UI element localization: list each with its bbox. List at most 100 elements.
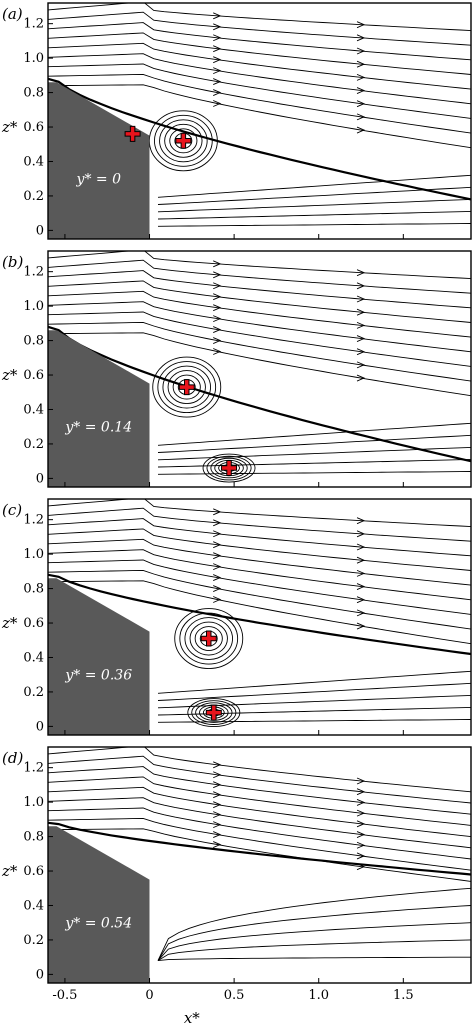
- arrow-mark: [213, 761, 222, 769]
- arrow-mark: [356, 348, 366, 356]
- streamline: [48, 84, 471, 149]
- arrow-mark: [213, 304, 222, 312]
- vortex-streamline: [154, 114, 213, 167]
- arrow-mark: [356, 335, 366, 342]
- arrow-mark: [213, 100, 222, 107]
- streamline: [48, 828, 471, 882]
- arrow-mark: [356, 609, 366, 617]
- axes-frame: [47, 250, 472, 488]
- arrow-mark: [356, 282, 366, 290]
- streamline: [48, 755, 471, 804]
- y-tick-label: 0: [36, 719, 44, 734]
- arrow-mark: [356, 295, 366, 303]
- vortex-streamline: [189, 621, 228, 656]
- arrow-mark: [356, 21, 366, 29]
- streamline: [48, 270, 471, 309]
- y-tick-label: 1.0: [23, 547, 44, 562]
- arrow-mark: [356, 777, 366, 785]
- streamline: [48, 42, 471, 90]
- streamline: [48, 507, 471, 542]
- y-tick-label: 0.8: [23, 582, 44, 597]
- y-tick-label: 0.2: [23, 437, 44, 452]
- critical-point-marker: [200, 630, 217, 647]
- streamline: [157, 706, 471, 716]
- arrow-mark: [356, 126, 366, 134]
- arrow-mark: [356, 321, 366, 329]
- arrow-mark: [213, 78, 222, 86]
- vortex-streamline: [210, 457, 248, 479]
- arrow-mark: [213, 841, 222, 848]
- y-tick-label: 0.2: [23, 933, 44, 948]
- panel-1: 0 0.2 0.4 0.6 0.8 1.0 1.2(a) z* y* = 0: [1, 2, 472, 240]
- streamline: [157, 210, 471, 220]
- y-tick-label: 0: [36, 967, 44, 982]
- arrow-mark: [356, 831, 366, 838]
- streamline: [48, 817, 471, 871]
- y-tick-label: 1.2: [23, 265, 44, 280]
- y-tick-label: 0.6: [23, 120, 44, 135]
- arrow-mark: [356, 60, 366, 68]
- y-tick-label: 0: [36, 471, 44, 486]
- vortex-streamline: [206, 455, 252, 481]
- vortex-streamline: [191, 700, 237, 725]
- vortex-streamline: [184, 617, 233, 660]
- slice-annotation: y* = 0.14: [64, 420, 132, 436]
- shear-layer: [48, 77, 471, 201]
- arrow-mark: [356, 87, 366, 94]
- arrow-mark: [213, 56, 222, 64]
- critical-point-marker: [178, 379, 195, 396]
- streamline: [157, 446, 471, 461]
- arrow-mark: [356, 622, 366, 630]
- slice-annotation: y* = 0.36: [64, 668, 132, 684]
- streamline: [48, 63, 471, 119]
- y-tick-label: 1.0: [23, 51, 44, 66]
- arrow-mark: [213, 596, 222, 603]
- arrow-mark: [213, 260, 222, 268]
- panel-label: (d): [2, 749, 23, 767]
- plot-area: [48, 251, 471, 487]
- streamline: [48, 766, 471, 815]
- arrow-mark: [213, 348, 222, 355]
- plot-area: [48, 747, 471, 983]
- streamline: [48, 807, 471, 860]
- arrow-mark: [356, 820, 366, 828]
- arrow-mark: [356, 100, 366, 108]
- streamline: [48, 580, 471, 645]
- streamline: [48, 259, 471, 294]
- slice-annotation: y* = 0.54: [64, 916, 132, 932]
- arrow-mark: [213, 337, 222, 344]
- axes-frame: [47, 746, 472, 984]
- arrow-mark: [356, 569, 366, 577]
- arrow-mark: [356, 788, 366, 796]
- y-tick-label: 0.6: [23, 368, 44, 383]
- streamline: [48, 518, 471, 557]
- arrow-mark: [356, 47, 366, 55]
- vortex-streamline: [157, 361, 217, 414]
- streamline: [157, 422, 471, 446]
- streamline: [48, 559, 471, 615]
- critical-point-marker: [205, 704, 222, 721]
- y-axis-label: z*: [1, 862, 18, 880]
- vortex-streamline: [162, 365, 211, 409]
- arrow-mark: [213, 574, 222, 582]
- critical-point-marker: [221, 460, 238, 477]
- streamline: [157, 922, 471, 961]
- arrow-mark: [213, 326, 222, 334]
- y-tick-label: 1.0: [23, 795, 44, 810]
- streamline: [48, 538, 471, 586]
- arrow-mark: [356, 113, 366, 121]
- y-tick-label: 0.4: [23, 650, 44, 665]
- y-tick-label: 0.4: [23, 898, 44, 913]
- arrow-mark: [356, 308, 366, 316]
- streamline: [48, 290, 471, 338]
- x-axis-label: x*: [184, 1009, 200, 1027]
- y-tick-label: 1.2: [23, 513, 44, 528]
- arrow-mark: [213, 508, 222, 516]
- streamline: [157, 434, 471, 453]
- arrow-mark: [356, 852, 366, 860]
- arrow-mark: [213, 293, 222, 301]
- x-tick-label: 1.0: [308, 988, 329, 1003]
- streamline: [48, 549, 471, 601]
- streamline: [48, 528, 471, 571]
